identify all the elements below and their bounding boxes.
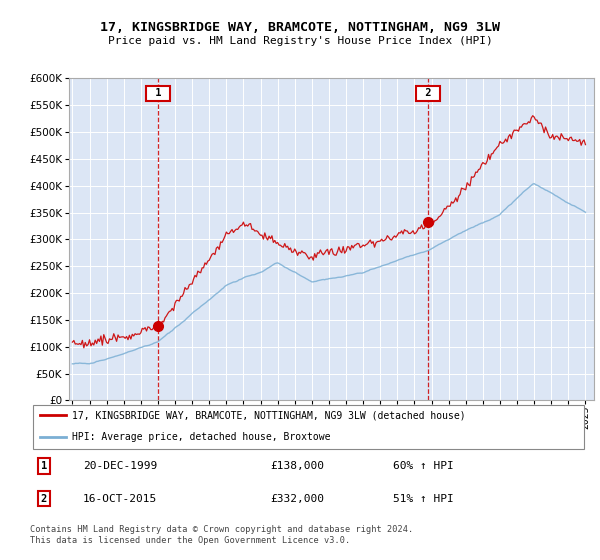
Text: 51% ↑ HPI: 51% ↑ HPI xyxy=(392,493,454,503)
Text: 60% ↑ HPI: 60% ↑ HPI xyxy=(392,461,454,472)
Text: 17, KINGSBRIDGE WAY, BRAMCOTE, NOTTINGHAM, NG9 3LW (detached house): 17, KINGSBRIDGE WAY, BRAMCOTE, NOTTINGHA… xyxy=(72,410,466,420)
Text: 1: 1 xyxy=(41,461,47,472)
Text: HPI: Average price, detached house, Broxtowe: HPI: Average price, detached house, Brox… xyxy=(72,432,331,442)
Text: 17, KINGSBRIDGE WAY, BRAMCOTE, NOTTINGHAM, NG9 3LW: 17, KINGSBRIDGE WAY, BRAMCOTE, NOTTINGHA… xyxy=(100,21,500,34)
Text: 1: 1 xyxy=(149,88,167,99)
FancyBboxPatch shape xyxy=(33,405,584,449)
Text: 16-OCT-2015: 16-OCT-2015 xyxy=(83,493,157,503)
Text: Price paid vs. HM Land Registry's House Price Index (HPI): Price paid vs. HM Land Registry's House … xyxy=(107,36,493,46)
Text: £138,000: £138,000 xyxy=(270,461,324,472)
Text: 2: 2 xyxy=(419,88,437,99)
Text: 20-DEC-1999: 20-DEC-1999 xyxy=(83,461,157,472)
Text: Contains HM Land Registry data © Crown copyright and database right 2024.
This d: Contains HM Land Registry data © Crown c… xyxy=(30,525,413,545)
Text: £332,000: £332,000 xyxy=(270,493,324,503)
Text: 2: 2 xyxy=(41,493,47,503)
